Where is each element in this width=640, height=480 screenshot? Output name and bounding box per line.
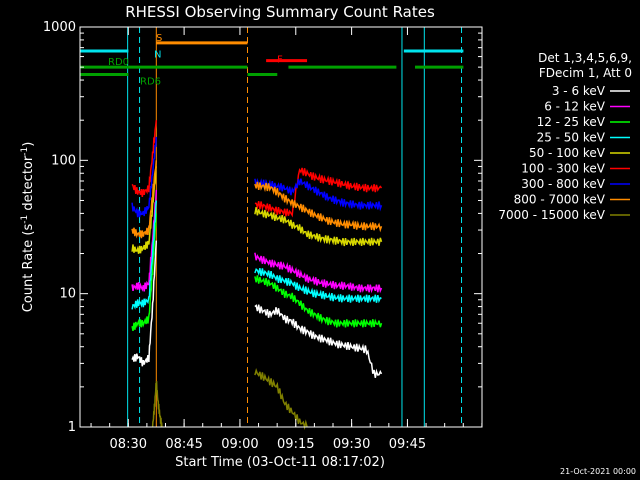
series-line-4-0 <box>131 166 158 254</box>
x-tick-label-5: 09:45 <box>389 437 426 452</box>
legend: Det 1,3,4,5,6,9, FDecim 1, Att 0 3 - 6 k… <box>498 51 632 222</box>
y-axis-label-end: ) <box>21 142 36 147</box>
series-line-5-0 <box>131 120 158 197</box>
y-tick-label-2: 100 <box>51 153 76 168</box>
x-tick-label-4: 09:30 <box>333 437 370 452</box>
flag-label-rd0: RD0 <box>108 57 129 68</box>
series-line-4-1 <box>254 206 383 247</box>
x-axis-label: Start Time (03-Oct-11 08:17:02) <box>175 455 385 470</box>
series-line-6-1 <box>254 177 383 212</box>
y-tick-label-0: 1 <box>68 420 76 435</box>
legend-label-3: 25 - 50 keV <box>537 131 606 145</box>
series-line-7-1 <box>254 181 383 233</box>
y-axis-label: Count Rate (s-1 detector-1) <box>20 142 36 313</box>
series-line-7-0 <box>131 160 158 239</box>
legend-label-8: 7000 - 15000 keV <box>498 208 605 222</box>
flag-label-s: S <box>156 33 162 44</box>
series-line-5-1 <box>254 167 383 218</box>
flag-label-n: N <box>154 50 161 61</box>
series-line-0-1 <box>254 304 383 378</box>
series-line-6-0 <box>131 136 158 218</box>
y-axis-label-superscript: -1 <box>20 215 30 224</box>
flag-label-rd6: RD6 <box>140 77 161 88</box>
y-tick-label-1: 10 <box>59 287 76 302</box>
plot-area: S F N RD0 RD6 <box>80 27 464 430</box>
legend-label-6: 300 - 800 keV <box>521 177 605 191</box>
plot-frame <box>79 26 483 428</box>
series-line-2-0 <box>131 213 158 332</box>
series-line-1-1 <box>254 252 383 294</box>
series-line-0-0 <box>131 240 158 367</box>
chart-title: RHESSI Observing Summary Count Rates <box>125 3 435 21</box>
legend-header-line-1: Det 1,3,4,5,6,9, <box>538 51 632 65</box>
timestamp: 21-Oct-2021 00:00 <box>560 467 636 476</box>
y-axis-ticks: 1 10 100 1000 <box>43 20 482 435</box>
series-line-8-1 <box>254 367 308 430</box>
legend-label-7: 800 - 7000 keV <box>514 193 606 207</box>
x-tick-label-2: 09:00 <box>221 437 258 452</box>
x-axis-ticks: 08:30 08:45 09:00 09:15 09:30 09:45 <box>90 27 483 452</box>
x-tick-label-1: 08:45 <box>165 437 202 452</box>
series-line-8-0 <box>151 381 163 428</box>
y-axis-label-tail: detector <box>21 155 36 215</box>
series-line-3-1 <box>254 268 382 304</box>
y-axis-label-start: Count Rate (s <box>21 224 36 313</box>
legend-label-2: 12 - 25 keV <box>537 115 606 129</box>
series-line-2-1 <box>254 275 383 328</box>
x-tick-label-3: 09:15 <box>277 437 314 452</box>
legend-label-5: 100 - 300 keV <box>521 162 605 176</box>
x-tick-label-0: 08:30 <box>110 437 147 452</box>
legend-label-0: 3 - 6 keV <box>552 84 606 98</box>
y-tick-label-3: 1000 <box>43 20 76 35</box>
y-axis-label-superscript-2: -1 <box>20 147 30 156</box>
series-line-1-0 <box>131 189 158 292</box>
series-line-3-0 <box>131 200 158 310</box>
legend-header-line-2: FDecim 1, Att 0 <box>539 66 632 80</box>
legend-label-4: 50 - 100 keV <box>529 146 606 160</box>
flag-label-f: F <box>277 55 283 66</box>
legend-label-1: 6 - 12 keV <box>544 100 606 114</box>
